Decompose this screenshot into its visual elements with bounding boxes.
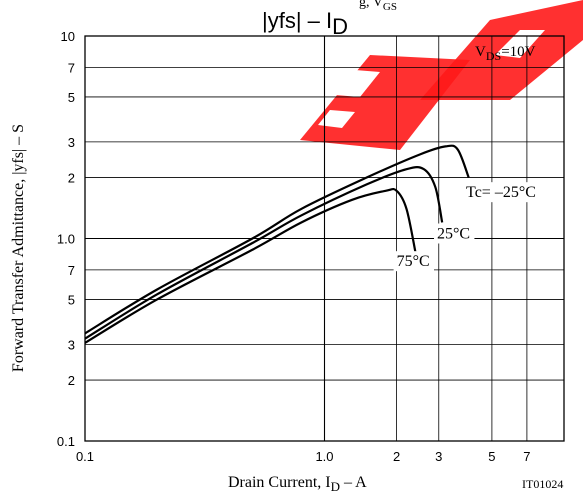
watermark-logo [300, 0, 583, 150]
title-cropped-subscript: GS [383, 1, 397, 13]
series-label-0: Tc= –25°C [466, 184, 536, 201]
plot-area-frame [84, 35, 565, 442]
title-cropped-text: g, V [359, 0, 383, 10]
x-tick-label: 1.0 [315, 449, 333, 464]
y-axis-label: Forward Transfer Admittance, |yfs| – S [10, 124, 27, 372]
condition-label: VDS=10V [475, 44, 536, 63]
x-tick-label: 5 [488, 449, 495, 464]
series-line-2 [84, 187, 417, 344]
series-line-1 [84, 166, 444, 340]
x-tick-label: 2 [393, 449, 400, 464]
series-label-bg [463, 182, 547, 203]
series-layer: Tc= –25°C 25°C 75°C [84, 144, 547, 344]
svg-text:g, VGS: g, VGS [359, 0, 397, 13]
title-subscript: D [332, 14, 348, 39]
svg-text:Drain Current, ID – A: Drain Current, ID – A [228, 474, 367, 494]
grid-lines [85, 36, 564, 441]
y-tick-label: 5 [68, 292, 75, 307]
svg-text:VDS=10V: VDS=10V [475, 44, 536, 63]
y-tick-label: 3 [68, 337, 75, 352]
y-tick-label: 3 [68, 135, 75, 150]
y-tick-label: 1.0 [57, 232, 75, 247]
series-label-1: 25°C [437, 226, 470, 243]
y-tick-label: 7 [68, 263, 75, 278]
x-tick-label: 0.1 [76, 449, 94, 464]
figure-id: IT01024 [522, 477, 563, 491]
series-label-2: 75°C [397, 253, 430, 270]
svg-text:|yfs| – ID: |yfs| – ID [262, 8, 348, 39]
y-tick-label: 7 [68, 60, 75, 75]
y-tick-label: 2 [68, 373, 75, 388]
x-axis-label: Drain Current, ID – A [228, 474, 367, 494]
y-tick-label: 0.1 [57, 434, 75, 449]
chart-title: g, VGS |yfs| – ID [262, 0, 397, 39]
series-label-bg [434, 223, 475, 244]
series-label-bg [393, 251, 434, 272]
series-line-0 [84, 144, 470, 335]
y-tick-label: 2 [68, 171, 75, 186]
y-tick-label: 5 [68, 90, 75, 105]
x-tick-label: 3 [435, 449, 442, 464]
title-main-text: |yfs| – I [262, 8, 332, 33]
x-tick-label: 7 [523, 449, 530, 464]
y-tick-label: 10 [61, 29, 75, 44]
